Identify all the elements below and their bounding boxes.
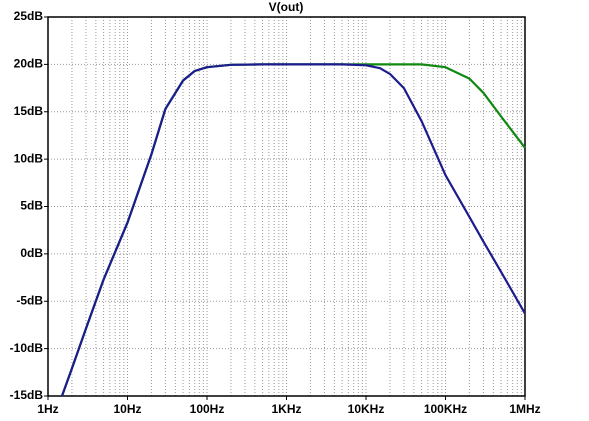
y-tick-label: 25dB — [14, 9, 44, 23]
x-tick-label: 1MHz — [509, 402, 540, 416]
y-tick-label: 15dB — [14, 104, 44, 118]
y-tick-label: -5dB — [16, 293, 43, 307]
y-tick-label: 10dB — [14, 151, 44, 165]
y-tick-label: 5dB — [20, 199, 43, 213]
x-tick-label: 10KHz — [348, 402, 385, 416]
x-tick-label: 1Hz — [37, 402, 58, 416]
series-line — [60, 63, 526, 397]
x-tick-label: 10Hz — [113, 402, 141, 416]
y-tick-label: -15dB — [10, 388, 44, 402]
chart-title: V(out) — [269, 0, 304, 14]
y-tick-label: -10dB — [10, 341, 44, 355]
plot-frame — [47, 16, 526, 397]
y-tick-label: 0dB — [20, 246, 43, 260]
x-tick-label: 1KHz — [271, 402, 301, 416]
x-tick-label: 100KHz — [424, 402, 467, 416]
y-tick-label: 20dB — [14, 57, 44, 71]
x-tick-label: 100Hz — [190, 402, 225, 416]
